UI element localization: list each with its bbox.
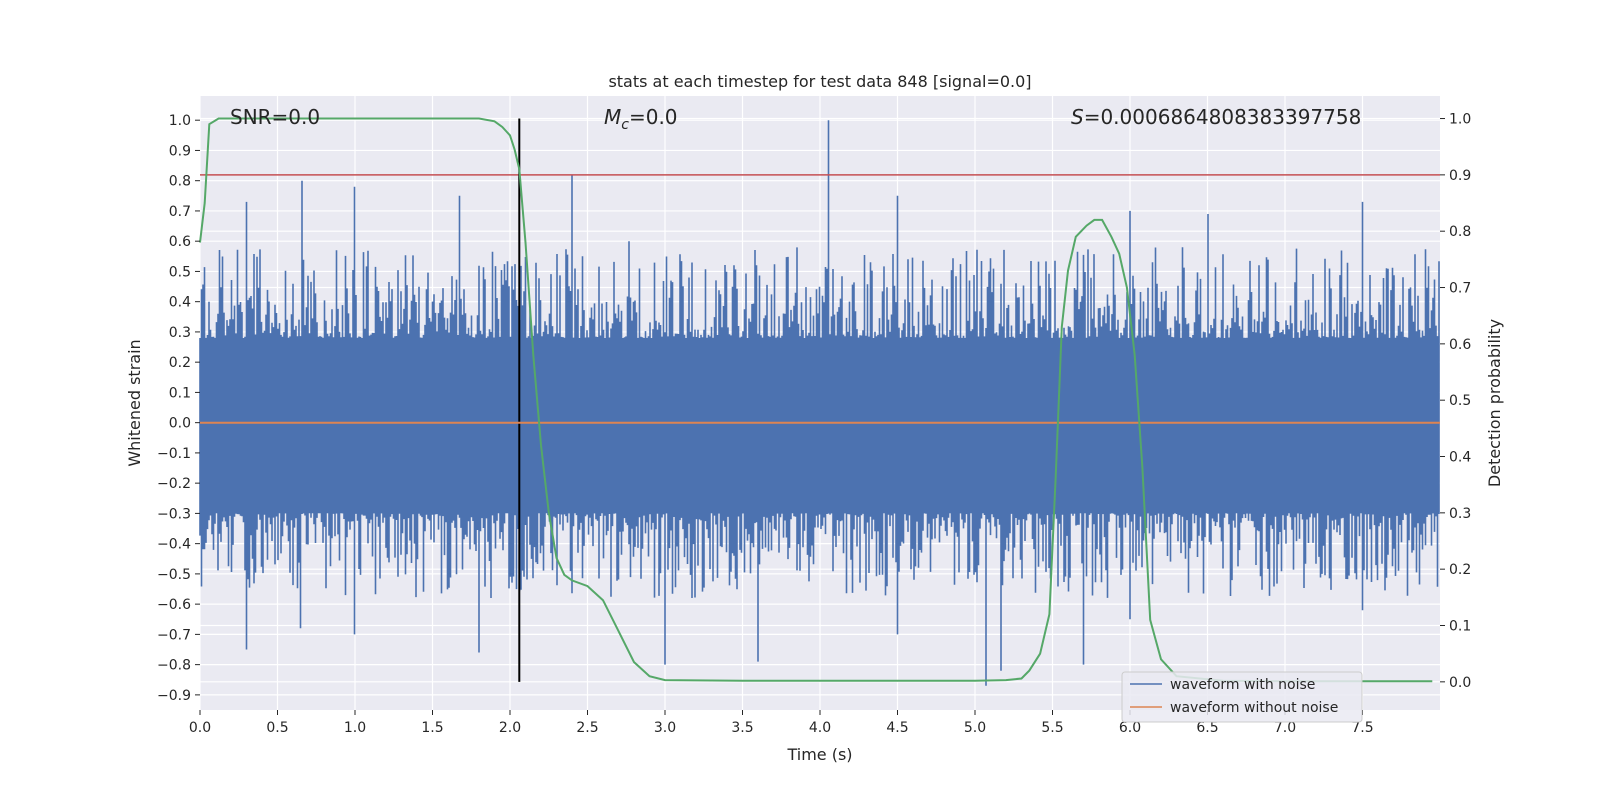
x-tick-label-3: 1.5: [421, 720, 443, 736]
x-tick-label-14: 7.0: [1274, 720, 1296, 736]
y-right-tick-label-5: 0.5: [1449, 393, 1471, 409]
y-left-tick-label-6: 0.4: [169, 295, 191, 311]
s-value: =0.0006864808383397758: [1084, 105, 1362, 129]
x-tick-label-4: 2.0: [499, 720, 521, 736]
x-tick-label-12: 6.0: [1119, 720, 1141, 736]
y-left-tick-label-9: 0.1: [169, 385, 191, 401]
detection-probability-line: [199, 117, 1433, 683]
s-symbol: S: [1071, 105, 1084, 129]
chart-title: stats at each timestep for test data 848…: [608, 72, 1031, 91]
snr-annotation: SNR=0.0: [230, 105, 320, 129]
legend-box: [1121, 671, 1363, 723]
x-tick-label-8: 4.0: [809, 720, 831, 736]
y-left-tick-label-7: 0.3: [169, 325, 191, 341]
y-right-tick-label-9: 0.1: [1449, 619, 1471, 635]
x-tick-label-0: 0.0: [189, 720, 211, 736]
y-right-tick-label-6: 0.4: [1449, 450, 1471, 466]
mc-annotation: Mc=0.0: [604, 105, 678, 133]
reference-lines: [200, 118, 1440, 682]
y-right-axis-label: Detection probability: [1485, 319, 1504, 487]
y-left-tick-label-8: 0.2: [169, 355, 191, 371]
legend-label-with-noise: waveform with noise: [1170, 677, 1315, 693]
x-tick-label-15: 7.5: [1351, 720, 1373, 736]
y-right-tick-label-4: 0.6: [1449, 337, 1471, 353]
x-tick-label-1: 0.5: [266, 720, 288, 736]
y-left-tick-label-14: −0.4: [157, 537, 191, 553]
s-annotation: S=0.0006864808383397758: [1071, 105, 1361, 129]
x-tick-label-7: 3.5: [731, 720, 753, 736]
y-left-tick-label-18: −0.8: [157, 658, 191, 674]
y-left-tick-label-3: 0.7: [169, 204, 191, 220]
y-right-tick-label-1: 0.9: [1449, 168, 1471, 184]
y-left-tick-label-15: −0.5: [157, 567, 191, 583]
x-axis-ticks: 0.0 0.5 1.0 1.5 2.0 2.5 3.0 3.5 4.0 4.5 5.0 5.5 6.0 6…: [189, 710, 1374, 736]
y-left-axis-label: Whitened strain: [125, 339, 144, 466]
series-waveform-with-noise: [199, 120, 1440, 686]
y-left-tick-label-1: 0.9: [169, 143, 191, 159]
x-tick-label-9: 4.5: [886, 720, 908, 736]
y-left-tick-label-16: −0.6: [157, 597, 191, 613]
x-tick-label-5: 2.5: [576, 720, 598, 736]
x-tick-label-11: 5.5: [1041, 720, 1063, 736]
y-left-tick-label-19: −0.9: [157, 688, 191, 704]
mc-value: =0.0: [629, 105, 678, 129]
mc-subscript: c: [621, 117, 629, 133]
y-left-tick-label-0: 1.0: [169, 113, 191, 129]
x-tick-label-6: 3.0: [654, 720, 676, 736]
waveform-with-noise-trace: [199, 120, 1440, 686]
y-left-tick-label-10: 0.0: [169, 416, 191, 432]
y-left-tick-label-2: 0.8: [169, 174, 191, 190]
x-tick-label-10: 5.0: [964, 720, 986, 736]
y-right-tick-label-7: 0.3: [1449, 506, 1471, 522]
mc-symbol: M: [604, 105, 621, 129]
legend-label-without-noise: waveform without noise: [1170, 700, 1338, 716]
series-lines: [199, 117, 1440, 683]
y-left-tick-label-12: −0.2: [157, 476, 191, 492]
x-tick-label-13: 6.5: [1196, 720, 1218, 736]
y-left-axis-ticks: 1.0 0.9 0.8 0.7 0.6 0.5 0.4 0.3 0.2 0.1 0.0 −0.1 −0.…: [157, 113, 200, 704]
y-left-tick-label-5: 0.5: [169, 264, 191, 280]
legend: waveform with noise waveform without noi…: [1121, 671, 1363, 723]
y-right-axis-ticks: 1.0 0.9 0.8 0.7 0.6 0.5 0.4 0.3 0.2 0.1 0.0: [1440, 112, 1471, 691]
y-left-tick-label-13: −0.3: [157, 506, 191, 522]
y-right-tick-label-10: 0.0: [1449, 675, 1471, 691]
y-right-tick-label-2: 0.8: [1449, 224, 1471, 240]
y-right-tick-label-8: 0.2: [1449, 562, 1471, 578]
y-left-tick-label-4: 0.6: [169, 234, 191, 250]
y-right-tick-label-0: 1.0: [1449, 112, 1471, 128]
x-axis-label: Time (s): [786, 745, 852, 764]
x-tick-label-2: 1.0: [344, 720, 366, 736]
y-right-tick-label-3: 0.7: [1449, 281, 1471, 297]
y-left-tick-label-17: −0.7: [157, 627, 191, 643]
y-left-tick-label-11: −0.1: [157, 446, 191, 462]
